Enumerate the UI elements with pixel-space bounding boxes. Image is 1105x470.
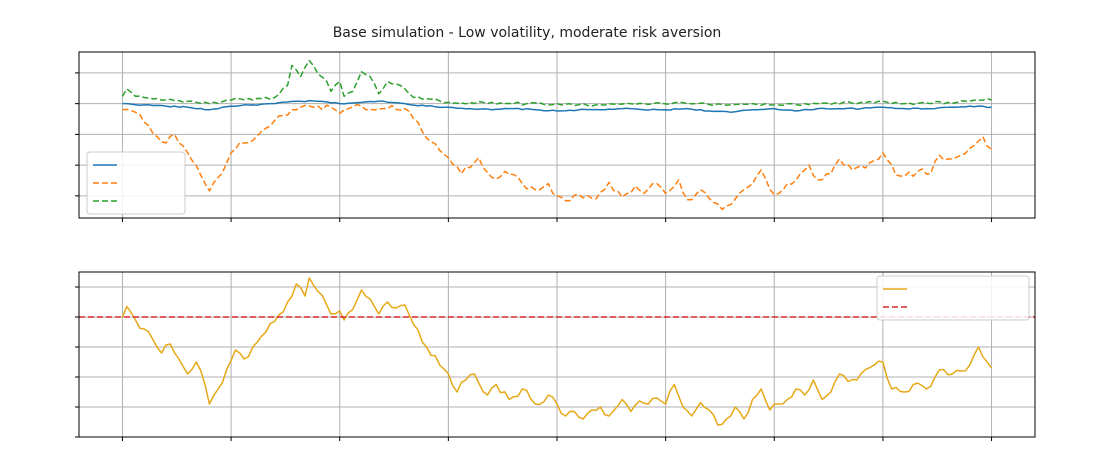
price-panel — [75, 51, 1036, 222]
inventory-panel — [75, 271, 1036, 441]
mid-price-line — [122, 99, 992, 114]
legend-box — [86, 151, 186, 215]
inventory-line — [121, 277, 993, 426]
ask-price-line — [121, 59, 992, 107]
bid-price-line — [122, 103, 992, 211]
legend-box — [876, 275, 1030, 321]
legend — [876, 275, 1030, 321]
legend — [86, 151, 186, 215]
chart-title: Base simulation - Low volatility, modera… — [333, 25, 722, 41]
